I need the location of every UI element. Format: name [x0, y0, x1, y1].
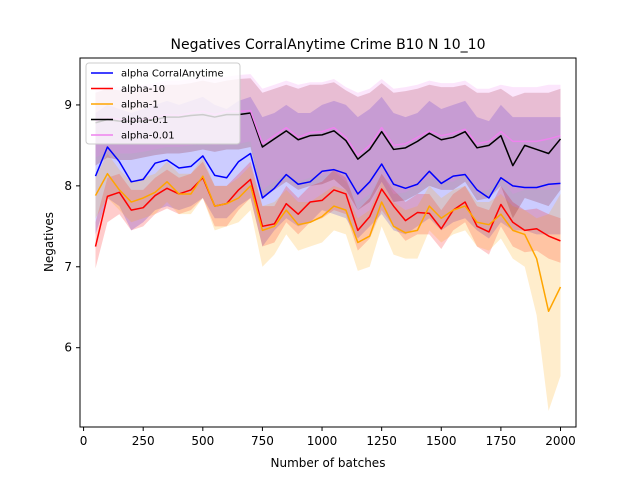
legend: alpha CorralAnytime alpha-10 alpha-1 alpha-… [85, 62, 241, 145]
x-tick-label: 1250 [366, 434, 397, 448]
y-tick-label: 6 [64, 341, 72, 355]
band-series-3 [95, 153, 561, 411]
x-axis-ticks: 0 250 500 750 1000 1250 1500 1750 2000 [80, 427, 576, 448]
legend-label: alpha-1 [121, 100, 159, 111]
x-tick-label: 750 [251, 434, 274, 448]
legend-label: alpha-0.01 [121, 131, 175, 142]
x-axis-label: Number of batches [271, 456, 386, 470]
line-series-1 [94, 146, 561, 199]
legend-label: alpha CorralAnytime [121, 69, 224, 80]
x-tick-label: 500 [191, 434, 214, 448]
y-tick-label: 9 [64, 98, 72, 112]
x-tick-label: 1500 [426, 434, 457, 448]
plot-frame [79, 57, 577, 428]
x-tick-label: 0 [80, 434, 88, 448]
chart-title: Negatives CorralAnytime Crime B10 N 10_1… [170, 37, 485, 53]
legend-label: alpha-10 [121, 84, 165, 95]
y-axis-ticks: 6 7 8 9 [64, 98, 80, 355]
y-tick-label: 8 [64, 179, 72, 193]
line-series-3 [94, 172, 562, 313]
x-tick-label: 2000 [545, 434, 576, 448]
line-series-2 [94, 177, 561, 247]
legend-box [85, 62, 241, 145]
y-axis-label: Negatives [42, 212, 56, 272]
x-tick-label: 250 [132, 434, 155, 448]
x-tick-label: 1000 [307, 434, 338, 448]
band-series-2 [95, 161, 561, 269]
legend-label: alpha-0.1 [121, 115, 168, 126]
y-tick-label: 7 [64, 260, 72, 274]
x-tick-label: 1750 [486, 434, 517, 448]
